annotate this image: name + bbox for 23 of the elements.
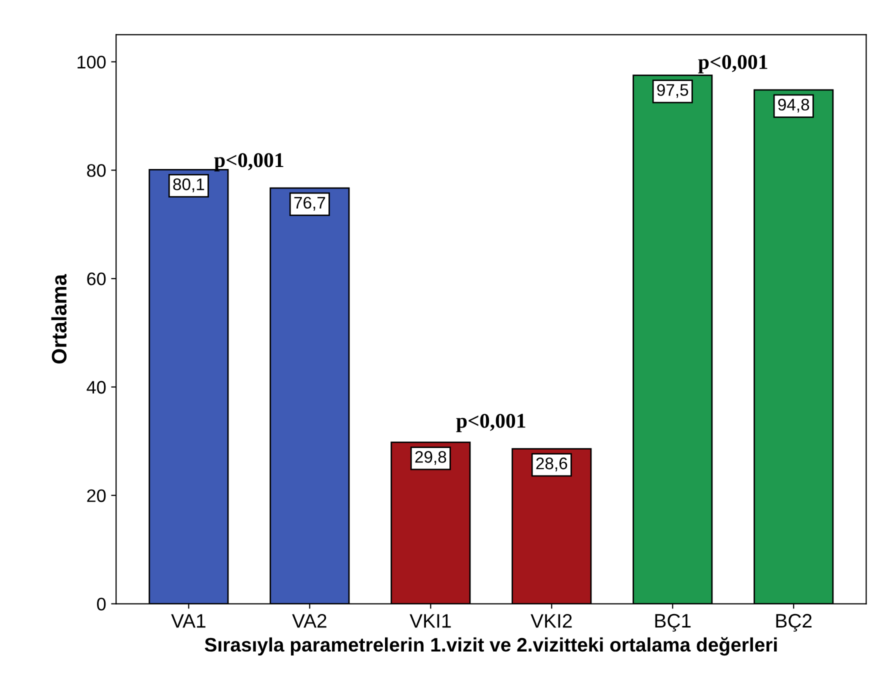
y-axis-title: Ortalama (51, 274, 67, 364)
y-tick-label: 0 (97, 598, 106, 610)
data-label: 28,6 (536, 458, 568, 472)
data-label: 29,8 (415, 451, 446, 465)
y-tick-label: 100 (78, 56, 106, 69)
annotation: p<0,001 (456, 414, 526, 432)
x-tick-label: VA1 (171, 614, 206, 628)
y-tick-label: 20 (87, 489, 106, 502)
x-tick-label: VKI2 (530, 614, 572, 628)
x-axis-title: Sırasıyla parametrelerin 1.vizit ve 2.vizitteki ortalama değerleri (204, 637, 777, 656)
x-tick-label: BÇ1 (655, 614, 691, 632)
data-label: 97,5 (657, 84, 688, 98)
data-label: 76,7 (294, 196, 326, 211)
data-label: 94,8 (778, 98, 810, 113)
annotation: p<0,001 (214, 153, 284, 172)
y-tick-label: 40 (86, 380, 106, 394)
x-tick-label: BÇ2 (776, 614, 812, 632)
annotation: p<0,001 (698, 55, 768, 74)
y-tick-label: 60 (87, 272, 106, 286)
x-tick-label: VA2 (292, 614, 326, 628)
data-label: 80,1 (173, 178, 204, 192)
x-tick-label: VKI1 (410, 614, 451, 628)
y-tick-label: 80 (87, 164, 106, 177)
